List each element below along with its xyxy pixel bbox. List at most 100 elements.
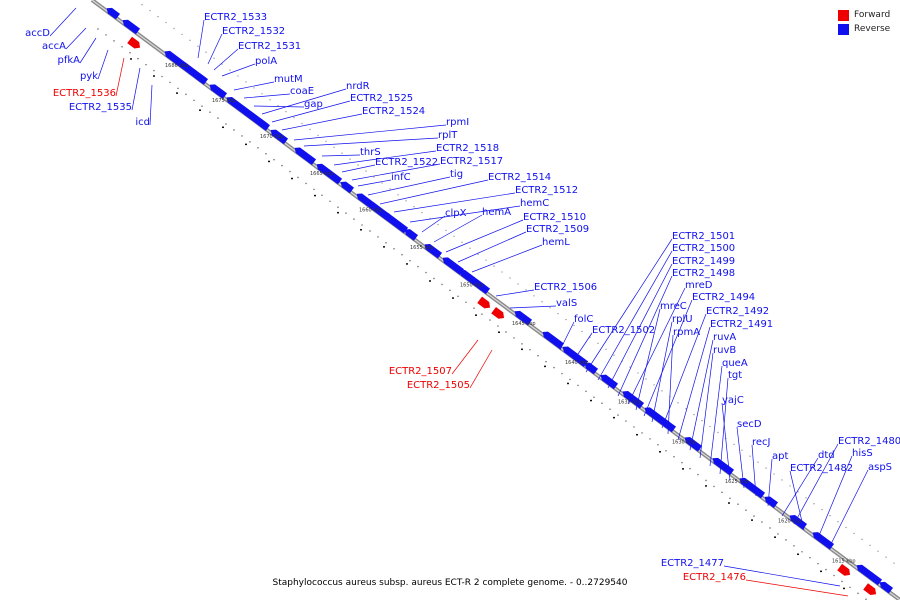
gene-label-accd[interactable]: accD — [25, 28, 50, 39]
gene-arrow-reverse[interactable] — [583, 360, 599, 375]
gene-label-ectr2_1499[interactable]: ECTR2_1499 — [672, 256, 735, 267]
gene-label-recj[interactable]: recJ — [752, 437, 771, 448]
gene-label-ectr2_1477[interactable]: ECTR2_1477 — [661, 558, 724, 569]
gene-arrow-reverse[interactable] — [738, 476, 766, 499]
gene-label-hemc[interactable]: hemC — [520, 198, 549, 209]
gene-label-infc[interactable]: infC — [391, 172, 411, 183]
gene-label-hiss[interactable]: hisS — [852, 448, 873, 459]
gene-label-ectr2_1525[interactable]: ECTR2_1525 — [350, 93, 413, 104]
gene-arrow-reverse[interactable] — [121, 17, 141, 35]
gene-label-folc[interactable]: folC — [574, 314, 593, 325]
gene-label-rplu[interactable]: rplU — [672, 314, 693, 325]
gene-arrow-forward[interactable] — [837, 563, 852, 578]
gene-label-ectr2_1501[interactable]: ECTR2_1501 — [672, 231, 735, 242]
gene-label-ectr2_1518[interactable]: ECTR2_1518 — [436, 143, 499, 154]
gene-label-ectr2_1535[interactable]: ECTR2_1535 — [69, 102, 132, 113]
gene-label-clpx[interactable]: clpX — [445, 208, 467, 219]
gene-label-ectr2_1517[interactable]: ECTR2_1517 — [440, 156, 503, 167]
gene-arrow-reverse[interactable] — [403, 227, 419, 241]
gene-label-rpmi[interactable]: rpmI — [446, 117, 469, 128]
gene-arrow-reverse[interactable] — [423, 242, 443, 259]
gene-label-tgt[interactable]: tgt — [728, 370, 742, 381]
gene-label-mrec[interactable]: mreC — [660, 301, 687, 312]
gene-label-nrdr[interactable]: nrdR — [346, 81, 370, 92]
gene-arrow-reverse[interactable] — [599, 372, 619, 390]
gene-label-vals[interactable]: valS — [556, 298, 577, 309]
gene-label-ectr2_1494[interactable]: ECTR2_1494 — [692, 292, 755, 303]
gene-label-hema[interactable]: hemA — [482, 207, 511, 218]
gene-arrow-reverse[interactable] — [315, 161, 343, 185]
gene-arrow-reverse[interactable] — [225, 95, 249, 115]
gene-label-mred[interactable]: mreD — [685, 280, 713, 291]
gene-label-tig[interactable]: tig — [450, 169, 463, 180]
gene-arrow-reverse[interactable] — [163, 49, 187, 69]
gene-label-pfka[interactable]: pfkA — [58, 55, 81, 66]
gene-arrow-forward[interactable] — [477, 296, 492, 311]
gene-label-ectr2_1533[interactable]: ECTR2_1533 — [204, 12, 267, 23]
gene-label-ectr2_1498[interactable]: ECTR2_1498 — [672, 268, 735, 279]
gene-label-rplt[interactable]: rplT — [438, 130, 458, 141]
gene-arrow-forward[interactable] — [491, 307, 506, 321]
gene-label-ectr2_1507[interactable]: ECTR2_1507 — [389, 366, 452, 377]
gene-arrow-reverse[interactable] — [811, 530, 835, 550]
gene-label-apt[interactable]: apt — [772, 451, 788, 462]
gene-label-heml[interactable]: hemL — [542, 237, 570, 248]
gene-arrow-reverse[interactable] — [763, 494, 779, 509]
gene-label-ectr2_1522[interactable]: ECTR2_1522 — [375, 157, 438, 168]
gene-label-ectr2_1482[interactable]: ECTR2_1482 — [790, 463, 853, 474]
gene-label-yajc[interactable]: yajC — [722, 395, 744, 406]
gene-label-ectr2_1536[interactable]: ECTR2_1536 — [53, 88, 116, 99]
gene-arrow-reverse[interactable] — [339, 179, 355, 194]
gene-label-ectr2_1491[interactable]: ECTR2_1491 — [710, 319, 773, 330]
gene-label-ectr2_1476[interactable]: ECTR2_1476 — [683, 572, 746, 583]
gene-arrow-reverse[interactable] — [541, 329, 565, 350]
gene-arrow-forward[interactable] — [863, 583, 878, 597]
gene-arrow-reverse[interactable] — [208, 82, 228, 99]
gene-arrow-reverse[interactable] — [381, 210, 409, 234]
gene-label-mutm[interactable]: mutM — [274, 74, 303, 85]
gene-label-ectr2_1512[interactable]: ECTR2_1512 — [515, 185, 578, 196]
gene-label-acca[interactable]: accA — [42, 41, 66, 52]
gene-arrow-reverse[interactable] — [878, 579, 894, 594]
gene-label-ectr2_1506[interactable]: ECTR2_1506 — [534, 282, 597, 293]
gene-label-ectr2_1505[interactable]: ECTR2_1505 — [407, 380, 470, 391]
gene-arrow-reverse[interactable] — [621, 389, 645, 409]
gene-arrow-reverse[interactable] — [475, 280, 491, 295]
gene-arrow-reverse[interactable] — [711, 455, 735, 476]
gene-label-icd[interactable]: icd — [135, 117, 150, 128]
gene-arrow-reverse[interactable] — [855, 562, 883, 586]
gene-arrow-reverse[interactable] — [105, 5, 121, 20]
gene-label-ectr2_1500[interactable]: ECTR2_1500 — [672, 243, 735, 254]
gene-label-ectr2_1480[interactable]: ECTR2_1480 — [838, 436, 900, 447]
gene-label-ectr2_1509[interactable]: ECTR2_1509 — [526, 224, 589, 235]
gene-label-pyk[interactable]: pyk — [80, 71, 98, 82]
gene-label-pola[interactable]: polA — [255, 56, 277, 67]
gene-arrow-reverse[interactable] — [561, 344, 589, 367]
gene-arrow-forward[interactable] — [127, 36, 142, 51]
gene-arrow-reverse[interactable] — [255, 117, 271, 131]
gene-label-ruva[interactable]: ruvA — [713, 332, 736, 343]
gene-arrow-reverse[interactable] — [441, 255, 465, 275]
gene-label-ectr2_1510[interactable]: ECTR2_1510 — [523, 212, 586, 223]
gene-label-ruvb[interactable]: ruvB — [713, 345, 736, 356]
gene-label-rpma[interactable]: rpmA — [673, 327, 700, 338]
gene-arrow-reverse[interactable] — [683, 435, 703, 452]
gene-label-thrs[interactable]: thrS — [360, 147, 381, 158]
gene-label-coae[interactable]: coaE — [290, 86, 314, 97]
gene-label-ectr2_1532[interactable]: ECTR2_1532 — [222, 26, 285, 37]
gene-label-gap[interactable]: gap — [304, 99, 323, 110]
gene-label-dtd[interactable]: dtd — [818, 450, 835, 461]
gene-label-ectr2_1514[interactable]: ECTR2_1514 — [488, 172, 551, 183]
gene-label-ectr2_1492[interactable]: ECTR2_1492 — [706, 306, 769, 317]
gene-label-ectr2_1524[interactable]: ECTR2_1524 — [362, 106, 425, 117]
gene-arrow-reverse[interactable] — [293, 145, 317, 165]
gene-label-ectr2_1531[interactable]: ECTR2_1531 — [238, 41, 301, 52]
gene-arrow-reverse[interactable] — [193, 71, 209, 85]
gene-label-ectr2_1502[interactable]: ECTR2_1502 — [592, 325, 655, 336]
gene-arrow-reverse[interactable] — [661, 418, 677, 433]
gene-label-asps[interactable]: aspS — [868, 462, 892, 473]
gene-label-quea[interactable]: queA — [722, 358, 748, 369]
gene-arrow-reverse[interactable] — [513, 308, 533, 326]
gene-label-secd[interactable]: secD — [737, 419, 762, 430]
gene-arrow-reverse[interactable] — [269, 127, 289, 145]
